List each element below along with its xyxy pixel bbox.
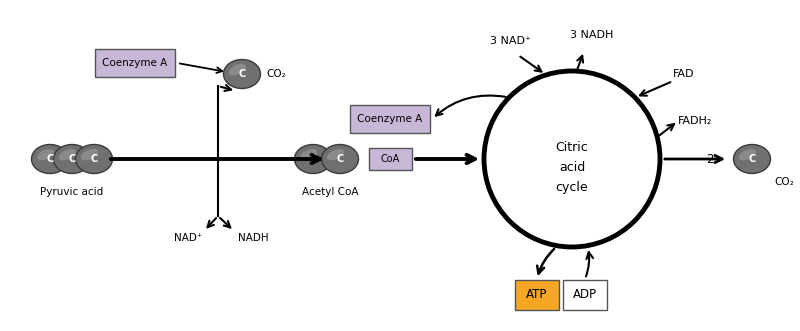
Text: C: C xyxy=(310,154,317,164)
Ellipse shape xyxy=(294,145,331,173)
Ellipse shape xyxy=(734,145,770,173)
Text: C: C xyxy=(748,154,756,164)
Text: Acetyl CoA: Acetyl CoA xyxy=(302,187,358,197)
Text: CO₂: CO₂ xyxy=(774,177,794,187)
Text: CoA: CoA xyxy=(380,154,400,164)
Text: 2: 2 xyxy=(706,153,714,166)
Text: C: C xyxy=(238,69,246,79)
Ellipse shape xyxy=(31,145,69,173)
FancyBboxPatch shape xyxy=(95,49,175,77)
Text: acid: acid xyxy=(559,161,585,173)
Text: FAD: FAD xyxy=(673,69,694,79)
Ellipse shape xyxy=(300,149,317,161)
Text: CO₂: CO₂ xyxy=(266,69,286,79)
Text: Citric: Citric xyxy=(556,140,588,154)
Ellipse shape xyxy=(223,60,261,88)
Text: 3 NADH: 3 NADH xyxy=(570,30,614,40)
Ellipse shape xyxy=(75,145,113,173)
Ellipse shape xyxy=(81,149,98,161)
Text: NAD⁺: NAD⁺ xyxy=(174,233,202,243)
Text: NADH: NADH xyxy=(238,233,269,243)
Text: C: C xyxy=(68,154,76,164)
Ellipse shape xyxy=(738,149,756,161)
Text: C: C xyxy=(46,154,54,164)
FancyBboxPatch shape xyxy=(350,105,430,133)
Ellipse shape xyxy=(37,149,54,161)
Text: ATP: ATP xyxy=(526,289,548,302)
Text: FADH₂: FADH₂ xyxy=(678,116,712,126)
Text: C: C xyxy=(336,154,344,164)
Ellipse shape xyxy=(58,149,76,161)
FancyBboxPatch shape xyxy=(369,148,411,170)
Text: Pyruvic acid: Pyruvic acid xyxy=(40,187,104,197)
Text: Coenzyme A: Coenzyme A xyxy=(358,114,422,124)
Ellipse shape xyxy=(54,145,90,173)
Text: cycle: cycle xyxy=(556,180,588,194)
FancyBboxPatch shape xyxy=(515,280,559,310)
Ellipse shape xyxy=(322,145,358,173)
Ellipse shape xyxy=(326,149,344,161)
Text: 3 NAD⁺: 3 NAD⁺ xyxy=(490,36,530,46)
Text: Coenzyme A: Coenzyme A xyxy=(102,58,168,68)
Text: C: C xyxy=(90,154,98,164)
Text: ADP: ADP xyxy=(573,289,597,302)
FancyBboxPatch shape xyxy=(563,280,607,310)
Ellipse shape xyxy=(229,64,246,75)
